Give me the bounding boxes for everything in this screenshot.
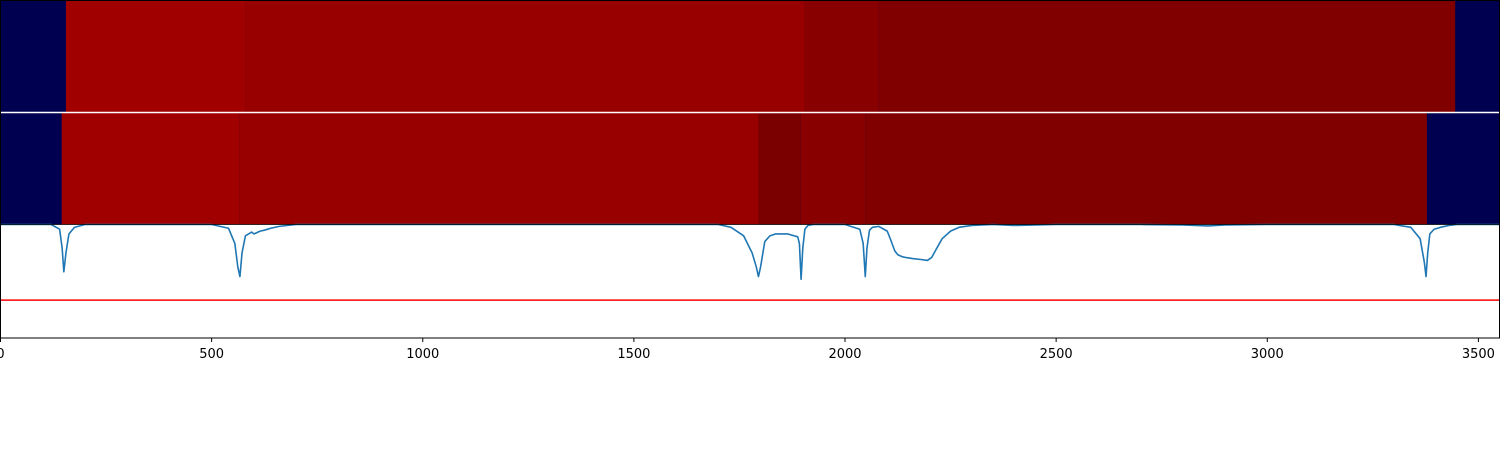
x-tick-label-2000: 2000 [828, 347, 861, 362]
x-tick-label-1000: 1000 [406, 347, 439, 362]
heatmap-row-2-segment-4 [800, 112, 866, 225]
x-tick-label-3500: 3500 [1462, 347, 1495, 362]
heatmap-row-2-segment-5 [865, 112, 1427, 225]
heatmap-row-1-segment-1 [65, 0, 246, 113]
spectrum-line [0, 223, 1500, 281]
heatmap-row-1-segment-3 [804, 0, 879, 113]
heatmap-row-1-segment-2 [245, 0, 805, 113]
heatmap-row-2-segment-2 [239, 112, 759, 225]
heatmap-panel [0, 0, 1500, 225]
x-tick-label-3000: 3000 [1251, 347, 1284, 362]
spectrum-panel [0, 223, 1500, 301]
heatmap-row-1-segment-4 [878, 0, 1456, 113]
heatmap-row-2-segment-1 [61, 112, 240, 225]
x-tick-label-0: 0 [0, 347, 5, 362]
x-tick-label-500: 500 [199, 347, 224, 362]
x-tick-label-2500: 2500 [1040, 347, 1073, 362]
heatmap-row-2-segment-3 [758, 112, 801, 225]
x-tick-label-1500: 1500 [617, 347, 650, 362]
